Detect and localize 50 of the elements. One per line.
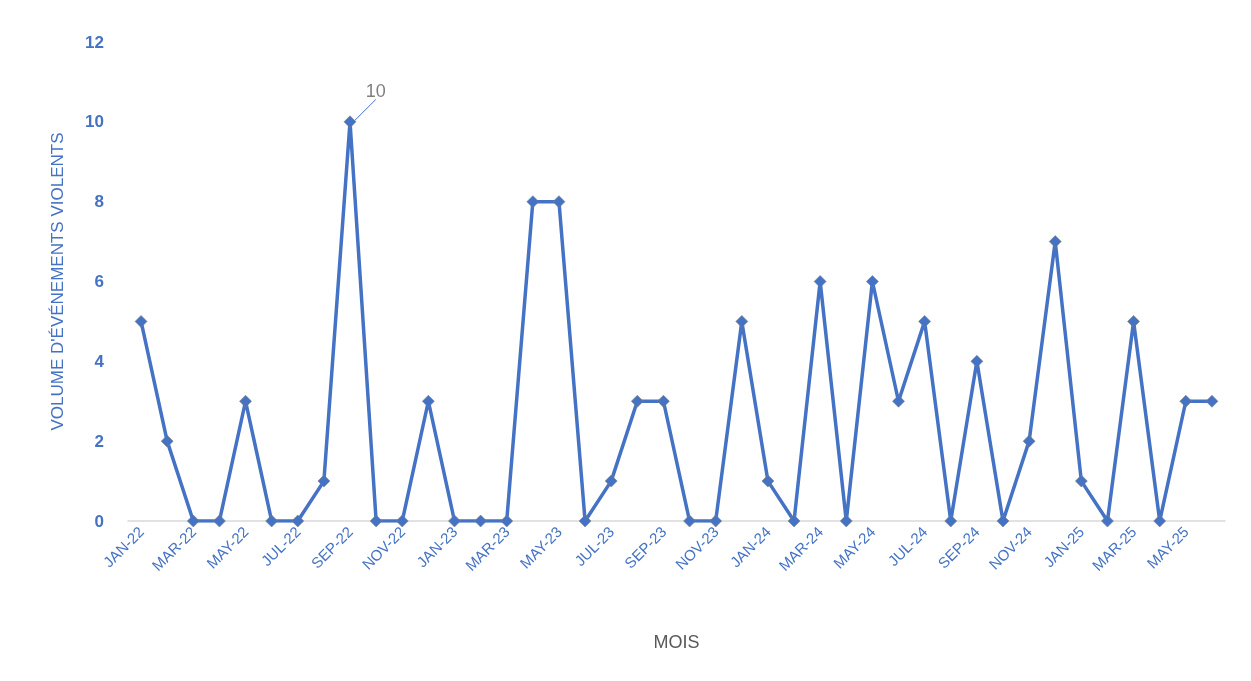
y-axis-title: VOLUME D'ÉVÉNEMENTS VIOLENTS [48, 132, 67, 431]
point [1205, 394, 1219, 408]
y-tick-label: 10 [85, 112, 104, 132]
point [187, 514, 200, 528]
point [944, 514, 958, 528]
point [265, 514, 278, 528]
point [735, 315, 749, 328]
point [369, 514, 383, 528]
point [552, 195, 566, 208]
point [239, 394, 252, 408]
point [500, 514, 514, 528]
point [996, 514, 1010, 528]
point [1179, 394, 1193, 408]
point [970, 355, 984, 368]
point [343, 115, 357, 129]
y-tick-label: 2 [94, 431, 104, 451]
point [1127, 315, 1140, 328]
point [291, 514, 305, 528]
point [526, 195, 540, 208]
y-tick-label: 0 [94, 511, 104, 531]
x-axis-title: MOIS [653, 632, 700, 652]
point [813, 275, 827, 288]
y-tick-label: 8 [94, 192, 104, 212]
point [160, 434, 174, 448]
point [448, 514, 461, 528]
point [918, 315, 931, 328]
point [839, 514, 853, 528]
point [422, 394, 435, 408]
y-tick-label: 12 [85, 32, 104, 52]
point [474, 514, 487, 528]
point [892, 394, 905, 408]
point [1048, 235, 1062, 248]
point [395, 514, 409, 528]
point [761, 474, 775, 488]
point [683, 514, 696, 528]
data-label: 10 [365, 80, 386, 101]
point [1075, 474, 1088, 488]
point [787, 514, 801, 528]
y-tick-label: 4 [94, 351, 105, 371]
point [866, 275, 879, 288]
point [134, 315, 148, 328]
y-tick-label: 6 [94, 272, 104, 291]
point [317, 474, 331, 488]
point [213, 514, 226, 528]
point [709, 514, 722, 528]
point [1022, 434, 1036, 448]
point [631, 394, 644, 408]
point [657, 394, 670, 408]
point [578, 514, 592, 528]
point [604, 474, 618, 488]
